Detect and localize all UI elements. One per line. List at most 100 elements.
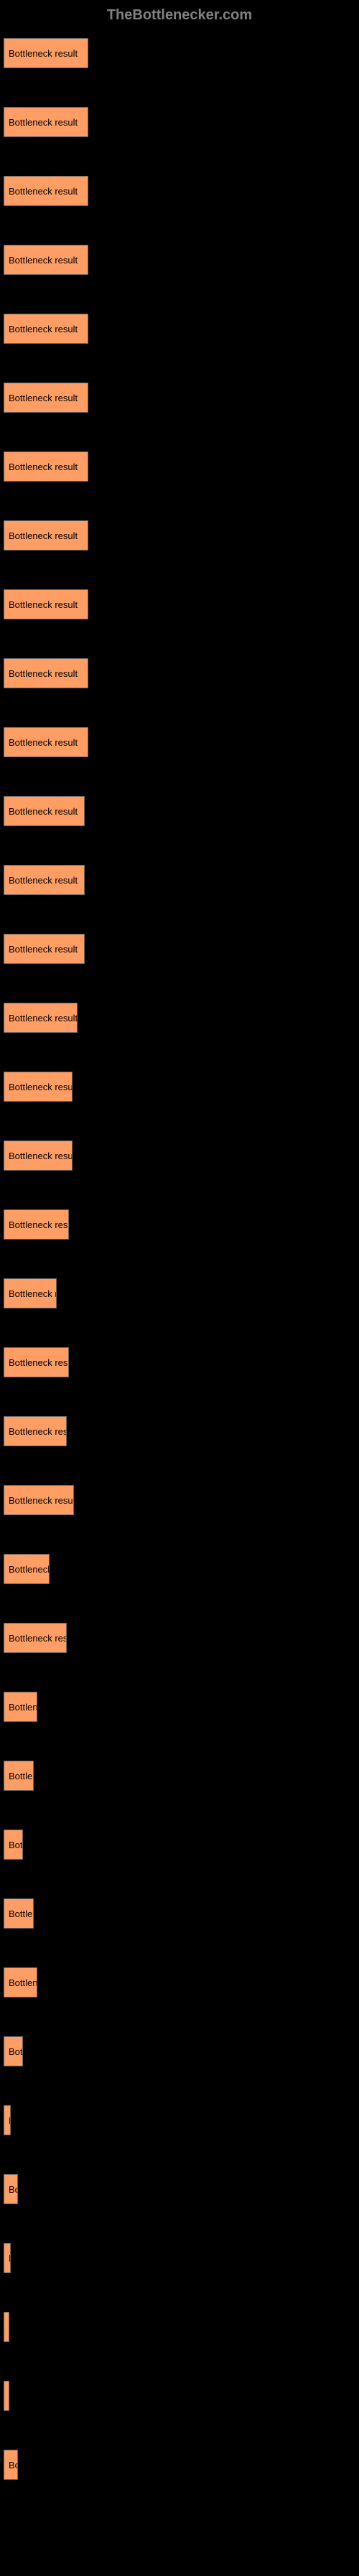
bar-row: Bottleneck result xyxy=(4,2450,355,2480)
bar-label: Bottleneck result xyxy=(9,737,78,748)
bar: Bottleneck result xyxy=(4,2381,9,2411)
bar-row: Bottleneck result xyxy=(4,383,355,413)
bar-label: Bottleneck result xyxy=(9,462,78,472)
bar: Bottleneck result xyxy=(4,2174,18,2204)
bar: Bottleneck result xyxy=(4,1278,57,1308)
bar-label: Bottleneck result xyxy=(9,186,78,197)
bar: Bottleneck result xyxy=(4,658,88,688)
chart-container: Bottleneck result Bottleneck result Bottle… xyxy=(0,31,359,2576)
bar-row: Bottleneck result xyxy=(4,1898,355,1929)
bar-row: Bottleneck result xyxy=(4,1761,355,1791)
bar-row: Bottleneck result xyxy=(4,1554,355,1584)
bar-label: Bottleneck result xyxy=(9,255,78,266)
bar: Bottleneck result xyxy=(4,2036,23,2066)
bar: Bottleneck result xyxy=(4,589,88,619)
bar-row: Bottleneck result xyxy=(4,589,355,619)
bar-label: Bottleneck result xyxy=(9,875,78,886)
bar-label: Bottleneck result xyxy=(9,1426,67,1437)
bar-row: Bottleneck result xyxy=(4,2243,355,2273)
bar-row: Bottleneck result xyxy=(4,2105,355,2135)
bar-label: Bottleneck result xyxy=(9,1840,23,1850)
bar: Bottleneck result xyxy=(4,727,88,757)
bar-row: Bottleneck result xyxy=(4,1072,355,1102)
bar-row: Bottleneck result xyxy=(4,1209,355,1240)
bar-row: Bottleneck result xyxy=(4,934,355,964)
bar-row: Bottleneck result xyxy=(4,1347,355,1377)
bar: Bottleneck result xyxy=(4,176,88,206)
bar-row: Bottleneck result xyxy=(4,727,355,757)
bar-row: Bottleneck result xyxy=(4,2036,355,2066)
bar: Bottleneck result xyxy=(4,1209,69,1240)
bar-label: Bottleneck result xyxy=(9,48,78,59)
site-title: TheBottlenecker.com xyxy=(107,7,252,23)
bar-label: Bottleneck result xyxy=(9,2184,18,2195)
bar-row: Bottleneck result xyxy=(4,245,355,275)
bar-label: Bottleneck result xyxy=(9,530,78,541)
bar-label: Bottleneck result xyxy=(9,1633,67,1644)
bar-row: Bottleneck result xyxy=(4,2174,355,2204)
bar-label: Bottleneck result xyxy=(9,806,78,817)
bar-label: Bottleneck result xyxy=(9,1771,34,1781)
bar-row: Bottleneck result xyxy=(4,1692,355,1722)
bar-label: Bottleneck result xyxy=(9,1288,57,1299)
bar-row: Bottleneck result xyxy=(4,2381,355,2411)
bar-row: Bottleneck result xyxy=(4,107,355,137)
bar-label: Bottleneck result xyxy=(9,1219,69,1230)
bar: Bottleneck result xyxy=(4,38,88,68)
bar-row: Bottleneck result xyxy=(4,1141,355,1171)
bar: Bottleneck result xyxy=(4,1347,69,1377)
bar-label: Bottleneck result xyxy=(9,1702,37,1713)
bar-row: Bottleneck result xyxy=(4,658,355,688)
bar-row: Bottleneck result xyxy=(4,1830,355,1860)
bar-label: Bottleneck result xyxy=(9,393,78,403)
bar: Bottleneck result xyxy=(4,383,88,413)
bar: Bottleneck result xyxy=(4,2450,18,2480)
bar-label: Bottleneck result xyxy=(9,2115,11,2126)
header: TheBottlenecker.com xyxy=(0,0,359,31)
bar: Bottleneck result xyxy=(4,520,88,551)
bar-label: Bottleneck result xyxy=(9,2460,18,2470)
bar-label: Bottleneck result xyxy=(9,668,78,679)
bar-row: Bottleneck result xyxy=(4,1416,355,1446)
bar: Bottleneck result xyxy=(4,865,85,895)
bar: Bottleneck result xyxy=(4,1554,50,1584)
bar-row: Bottleneck result xyxy=(4,38,355,68)
bar-label: Bottleneck result xyxy=(9,117,78,128)
bar-row: Bottleneck result xyxy=(4,520,355,551)
bar-row: Bottleneck result xyxy=(4,176,355,206)
bar: Bottleneck result xyxy=(4,1967,37,1997)
bar: Bottleneck result xyxy=(4,1485,74,1515)
bar: Bottleneck result xyxy=(4,2243,11,2273)
bar-row: Bottleneck result xyxy=(4,1003,355,1033)
bar-label: Bottleneck result xyxy=(9,1564,50,1575)
bar-label: Bottleneck result xyxy=(9,1082,73,1092)
bar-label: Bottleneck result xyxy=(9,599,78,610)
bar-row: Bottleneck result xyxy=(4,1623,355,1653)
bar-label: Bottleneck result xyxy=(9,1495,74,1506)
bar: Bottleneck result xyxy=(4,107,88,137)
bar: Bottleneck result xyxy=(4,2105,11,2135)
bar-row: Bottleneck result xyxy=(4,1278,355,1308)
bar: Bottleneck result xyxy=(4,1141,73,1171)
bar-label: Bottleneck result xyxy=(9,944,78,955)
bar-row: Bottleneck result xyxy=(4,865,355,895)
bar-row: Bottleneck result xyxy=(4,796,355,826)
bar-row: Bottleneck result xyxy=(4,1485,355,1515)
bar: Bottleneck result xyxy=(4,1830,23,1860)
bar: Bottleneck result xyxy=(4,1623,67,1653)
bar-label: Bottleneck result xyxy=(9,324,78,334)
bar-label: Bottleneck result xyxy=(9,1013,78,1024)
bar-row: Bottleneck result xyxy=(4,451,355,482)
bar-label: Bottleneck result xyxy=(9,1357,69,1368)
bar-row: Bottleneck result xyxy=(4,314,355,344)
bar: Bottleneck result xyxy=(4,1416,67,1446)
bar-label: Bottleneck result xyxy=(9,1151,73,1161)
bar: Bottleneck result xyxy=(4,796,85,826)
bar: Bottleneck result xyxy=(4,245,88,275)
bar: Bottleneck result xyxy=(4,314,88,344)
bar-label: Bottleneck result xyxy=(9,2253,11,2264)
bar: Bottleneck result xyxy=(4,1898,34,1929)
bar-label: Bottleneck result xyxy=(9,1908,34,1919)
bar-label: Bottleneck result xyxy=(9,2046,23,2057)
bar: Bottleneck result xyxy=(4,1761,34,1791)
